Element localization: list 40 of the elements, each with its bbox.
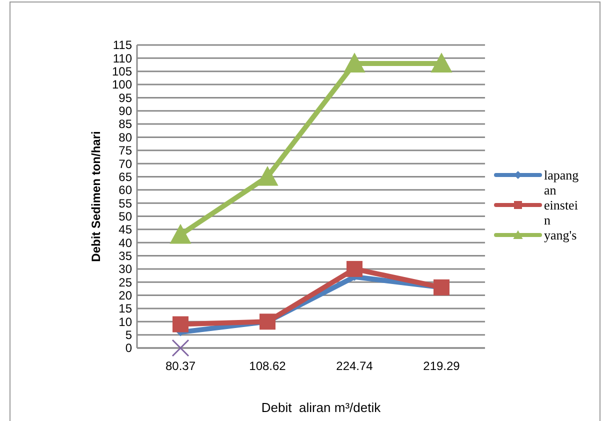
y-tick-label: 20: [118, 288, 132, 303]
y-tick-label: 50: [118, 209, 132, 224]
point: [344, 52, 366, 72]
y-tick-label: 30: [118, 262, 132, 276]
y-tick-label: 45: [118, 222, 132, 237]
y-tick-label: 15: [118, 302, 132, 316]
x-axis-title: Debit aliran m³/detik: [261, 400, 382, 415]
y-tick-label: 60: [118, 183, 132, 198]
point: [172, 339, 190, 357]
y-tick-label: 5: [125, 328, 132, 342]
x-tick-label: 224.74: [336, 359, 374, 373]
point: [260, 314, 276, 330]
y-tick-label: 10: [118, 314, 132, 329]
y-tick-label: 35: [118, 248, 132, 263]
point: [172, 316, 188, 332]
x-tick-label: 108.62: [249, 359, 286, 373]
y-tick-label: 0: [125, 341, 132, 356]
y-tick-label: 100: [112, 78, 132, 92]
point: [434, 279, 450, 296]
y-tick-label: 75: [118, 144, 132, 158]
point: [430, 52, 452, 72]
y-axis-title: Debit Sedimen ton/hari: [89, 131, 103, 262]
y-tick-label: 110: [112, 51, 132, 66]
y-tick-label: 115: [112, 38, 132, 52]
y-tick-label: 80: [118, 130, 132, 144]
point: [256, 166, 278, 186]
x-tick-label: 80.37: [165, 359, 196, 373]
y-tick-label: 95: [118, 90, 132, 105]
y-tick-label: 90: [118, 104, 132, 118]
y-tick-label: 55: [118, 196, 132, 210]
x-tick-label: 219.29: [423, 359, 460, 373]
legend-label: yang's: [544, 228, 577, 243]
point: [170, 224, 192, 244]
y-tick-label: 40: [118, 236, 132, 250]
y-tick-label: 25: [118, 275, 132, 290]
y-tick-label: 70: [118, 156, 132, 171]
point: [346, 260, 362, 277]
y-tick-label: 85: [118, 117, 132, 132]
y-tick-label: 65: [118, 170, 132, 184]
y-tick-label: 105: [112, 64, 132, 79]
